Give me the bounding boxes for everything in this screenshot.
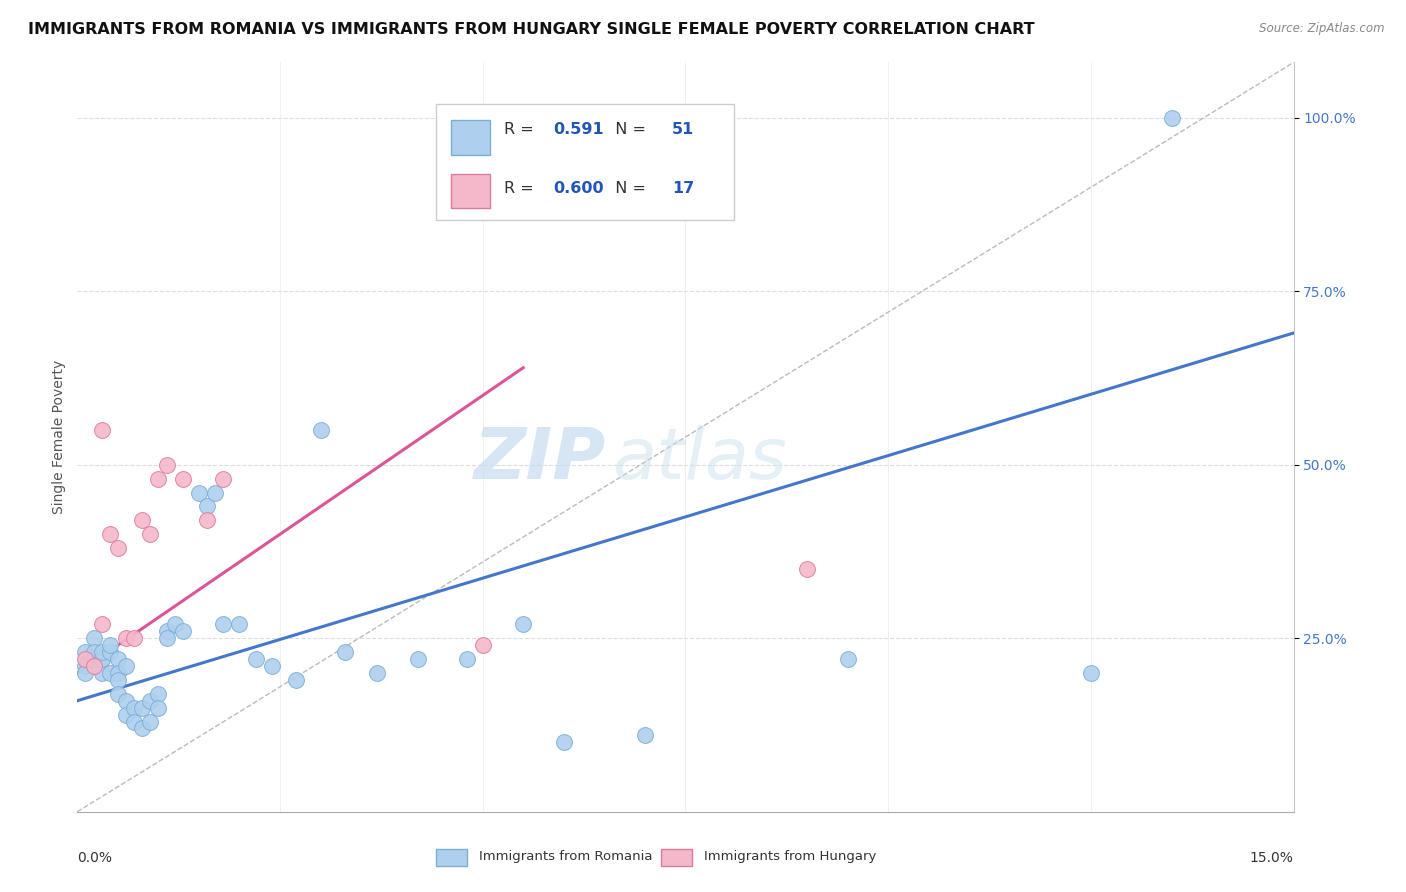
Text: atlas: atlas: [613, 425, 787, 494]
Text: R =: R =: [505, 121, 538, 136]
Point: [139, 527, 162, 541]
Text: Source: ZipAtlas.com: Source: ZipAtlas.com: [1260, 22, 1385, 36]
Point: [90, 652, 112, 666]
Text: R =: R =: [505, 181, 538, 196]
FancyBboxPatch shape: [436, 103, 734, 219]
Point: [634, 728, 657, 742]
Text: Immigrants from Romania: Immigrants from Romania: [478, 850, 652, 863]
Point: [1161, 111, 1184, 125]
Point: [148, 700, 170, 714]
Point: [512, 617, 534, 632]
Point: [1080, 665, 1102, 680]
Text: 0.591: 0.591: [553, 121, 603, 136]
Point: [122, 632, 145, 646]
Text: IMMIGRANTS FROM ROMANIA VS IMMIGRANTS FROM HUNGARY SINGLE FEMALE POVERTY CORRELA: IMMIGRANTS FROM ROMANIA VS IMMIGRANTS FR…: [28, 22, 1035, 37]
Point: [366, 665, 388, 680]
Point: [155, 632, 177, 646]
Point: [285, 673, 308, 687]
Point: [155, 458, 177, 472]
Point: [122, 714, 145, 729]
Point: [148, 687, 170, 701]
Point: [163, 617, 186, 632]
Point: [309, 423, 332, 437]
Point: [155, 624, 177, 639]
Point: [553, 735, 575, 749]
Text: 51: 51: [672, 121, 695, 136]
Text: N =: N =: [605, 181, 651, 196]
Point: [139, 714, 162, 729]
Point: [98, 665, 121, 680]
Point: [333, 645, 356, 659]
Point: [139, 694, 162, 708]
Point: [837, 652, 859, 666]
Point: [131, 722, 153, 736]
Point: [75, 652, 97, 666]
Point: [212, 617, 235, 632]
Point: [195, 513, 218, 527]
Point: [115, 632, 138, 646]
Text: 15.0%: 15.0%: [1250, 851, 1294, 864]
Point: [107, 687, 129, 701]
Point: [188, 485, 211, 500]
Point: [796, 562, 818, 576]
Point: [75, 645, 97, 659]
Text: ZIP: ZIP: [474, 425, 606, 494]
Point: [83, 632, 105, 646]
Text: 17: 17: [672, 181, 695, 196]
Point: [90, 665, 112, 680]
Point: [98, 638, 121, 652]
Point: [406, 652, 429, 666]
Point: [172, 624, 194, 639]
FancyBboxPatch shape: [451, 120, 489, 154]
Point: [107, 652, 129, 666]
FancyBboxPatch shape: [436, 849, 467, 865]
Point: [98, 527, 121, 541]
Point: [122, 700, 145, 714]
Point: [83, 645, 105, 659]
FancyBboxPatch shape: [661, 849, 692, 865]
Point: [471, 638, 494, 652]
Point: [212, 472, 235, 486]
Point: [195, 500, 218, 514]
Point: [107, 665, 129, 680]
Point: [260, 659, 283, 673]
Point: [131, 513, 153, 527]
Point: [90, 423, 112, 437]
Point: [98, 645, 121, 659]
Point: [83, 659, 105, 673]
Text: 0.600: 0.600: [553, 181, 603, 196]
Point: [115, 694, 138, 708]
Point: [75, 665, 97, 680]
Point: [107, 541, 129, 555]
Point: [228, 617, 250, 632]
Y-axis label: Single Female Poverty: Single Female Poverty: [52, 360, 66, 514]
Point: [204, 485, 226, 500]
Point: [456, 652, 478, 666]
Text: 0.0%: 0.0%: [77, 851, 112, 864]
Point: [148, 472, 170, 486]
Point: [172, 472, 194, 486]
Point: [115, 707, 138, 722]
Text: N =: N =: [605, 121, 651, 136]
Point: [90, 617, 112, 632]
Point: [245, 652, 267, 666]
Point: [75, 659, 97, 673]
Point: [90, 645, 112, 659]
Point: [83, 652, 105, 666]
Point: [107, 673, 129, 687]
Point: [90, 652, 112, 666]
Point: [131, 700, 153, 714]
Point: [115, 659, 138, 673]
Text: Immigrants from Hungary: Immigrants from Hungary: [703, 850, 876, 863]
FancyBboxPatch shape: [451, 174, 489, 208]
